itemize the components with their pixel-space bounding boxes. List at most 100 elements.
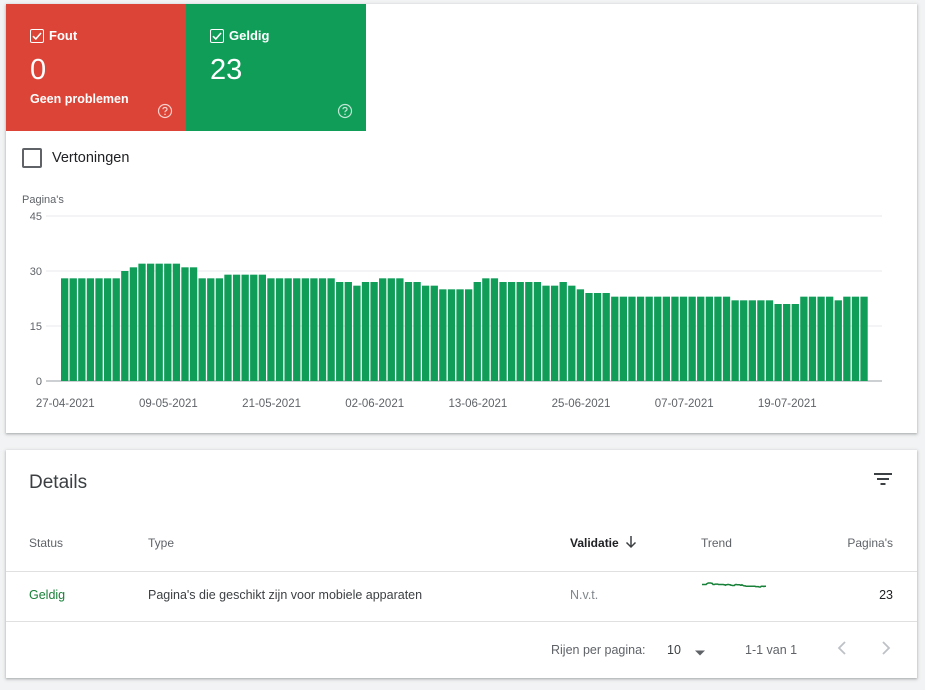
chart-bar[interactable] (731, 300, 739, 381)
chart-bar[interactable] (499, 282, 507, 381)
chart-bar[interactable] (78, 278, 86, 381)
chart-bar[interactable] (250, 274, 258, 381)
chart-bar[interactable] (275, 278, 284, 381)
chevron-right-icon[interactable] (878, 639, 894, 662)
chevron-left-icon[interactable] (834, 639, 850, 662)
chart-bar[interactable] (585, 293, 593, 381)
chart-bar[interactable] (164, 263, 172, 381)
chart-bar[interactable] (379, 278, 387, 381)
chart-bar[interactable] (327, 278, 335, 381)
chart-bar[interactable] (628, 296, 636, 381)
chart-bar[interactable] (568, 285, 576, 381)
chart-bar[interactable] (86, 278, 95, 381)
chart-bar[interactable] (155, 263, 163, 381)
chart-bar[interactable] (602, 293, 610, 381)
impressions-label[interactable]: Vertoningen (52, 150, 130, 166)
rows-per-page-select[interactable]: 10 (667, 643, 681, 657)
chart-bar[interactable] (714, 296, 722, 381)
chart-bar[interactable] (336, 282, 344, 381)
help-icon[interactable] (157, 103, 173, 124)
chart-bar[interactable] (800, 296, 808, 381)
chart-bar[interactable] (843, 296, 851, 381)
column-header-pages[interactable]: Pagina's (847, 536, 893, 550)
chart-bar[interactable] (619, 296, 628, 381)
chart-bar[interactable] (671, 296, 679, 381)
filter-icon[interactable] (873, 471, 893, 492)
chart-bar[interactable] (860, 296, 868, 381)
chart-bar[interactable] (224, 274, 232, 381)
chart-bar[interactable] (654, 296, 662, 381)
chart-bar[interactable] (310, 278, 318, 381)
chart-bar[interactable] (559, 282, 567, 381)
chart-bar[interactable] (430, 285, 438, 381)
chart-bar[interactable] (172, 263, 181, 381)
chart-bar[interactable] (722, 296, 731, 381)
dropdown-arrow-icon[interactable] (694, 644, 706, 662)
chart-bar[interactable] (783, 304, 791, 381)
chart-bar[interactable] (447, 289, 456, 381)
chart-bar[interactable] (636, 296, 645, 381)
chart-bar[interactable] (576, 289, 585, 381)
valid-tile[interactable]: Geldig 23 (186, 4, 366, 131)
chart-bar[interactable] (533, 282, 542, 381)
chart-bar[interactable] (834, 300, 842, 381)
column-header-type[interactable]: Type (148, 536, 175, 550)
column-header-status[interactable]: Status (29, 536, 64, 550)
chart-bar[interactable] (439, 289, 447, 381)
chart-bar[interactable] (387, 278, 395, 381)
chart-bar[interactable] (705, 296, 713, 381)
chart-bar[interactable] (422, 285, 430, 381)
arrow-down-icon[interactable] (624, 534, 638, 555)
chart-bar[interactable] (301, 278, 309, 381)
chart-bar[interactable] (404, 282, 413, 381)
chart-bar[interactable] (748, 300, 756, 381)
chart-bar[interactable] (284, 278, 292, 381)
chart-bar[interactable] (542, 285, 550, 381)
chart-bar[interactable] (688, 296, 696, 381)
chart-bar[interactable] (293, 278, 301, 381)
chart-bar[interactable] (232, 274, 241, 381)
impressions-checkbox[interactable] (22, 148, 42, 168)
chart-bar[interactable] (679, 296, 688, 381)
chart-bar[interactable] (774, 304, 782, 381)
chart-bar[interactable] (851, 296, 860, 381)
chart-bar[interactable] (525, 282, 533, 381)
chart-bar[interactable] (95, 278, 103, 381)
chart-bar[interactable] (189, 267, 198, 381)
chart-bar[interactable] (740, 300, 748, 381)
chart-bar[interactable] (129, 267, 138, 381)
chart-bar[interactable] (69, 278, 77, 381)
chart-bar[interactable] (370, 282, 378, 381)
chart-bar[interactable] (817, 296, 825, 381)
chart-bar[interactable] (593, 293, 602, 381)
chart-bar[interactable] (465, 289, 473, 381)
chart-bar[interactable] (645, 296, 653, 381)
chart-bar[interactable] (456, 289, 464, 381)
chart-bar[interactable] (61, 278, 69, 381)
help-icon[interactable] (337, 103, 353, 124)
chart-bar[interactable] (198, 278, 206, 381)
chart-bar[interactable] (482, 278, 490, 381)
chart-bar[interactable] (258, 274, 266, 381)
chart-bar[interactable] (353, 285, 361, 381)
chart-bar[interactable] (765, 300, 774, 381)
chart-bar[interactable] (146, 263, 155, 381)
chart-bar[interactable] (138, 263, 146, 381)
chart-bar[interactable] (516, 282, 524, 381)
chart-bar[interactable] (413, 282, 421, 381)
chart-bar[interactable] (490, 278, 499, 381)
chart-bar[interactable] (808, 296, 817, 381)
chart-bar[interactable] (103, 278, 112, 381)
chart-bar[interactable] (241, 274, 249, 381)
chart-bar[interactable] (121, 271, 129, 381)
chart-bar[interactable] (112, 278, 120, 381)
chart-bar[interactable] (215, 278, 224, 381)
column-header-validation[interactable]: Validatie (570, 536, 619, 550)
chart-bar[interactable] (207, 278, 215, 381)
chart-bar[interactable] (361, 282, 370, 381)
chart-bar[interactable] (507, 282, 516, 381)
chart-bar[interactable] (791, 304, 799, 381)
chart-bar[interactable] (826, 296, 834, 381)
chart-bar[interactable] (473, 282, 481, 381)
chart-bar[interactable] (662, 296, 670, 381)
